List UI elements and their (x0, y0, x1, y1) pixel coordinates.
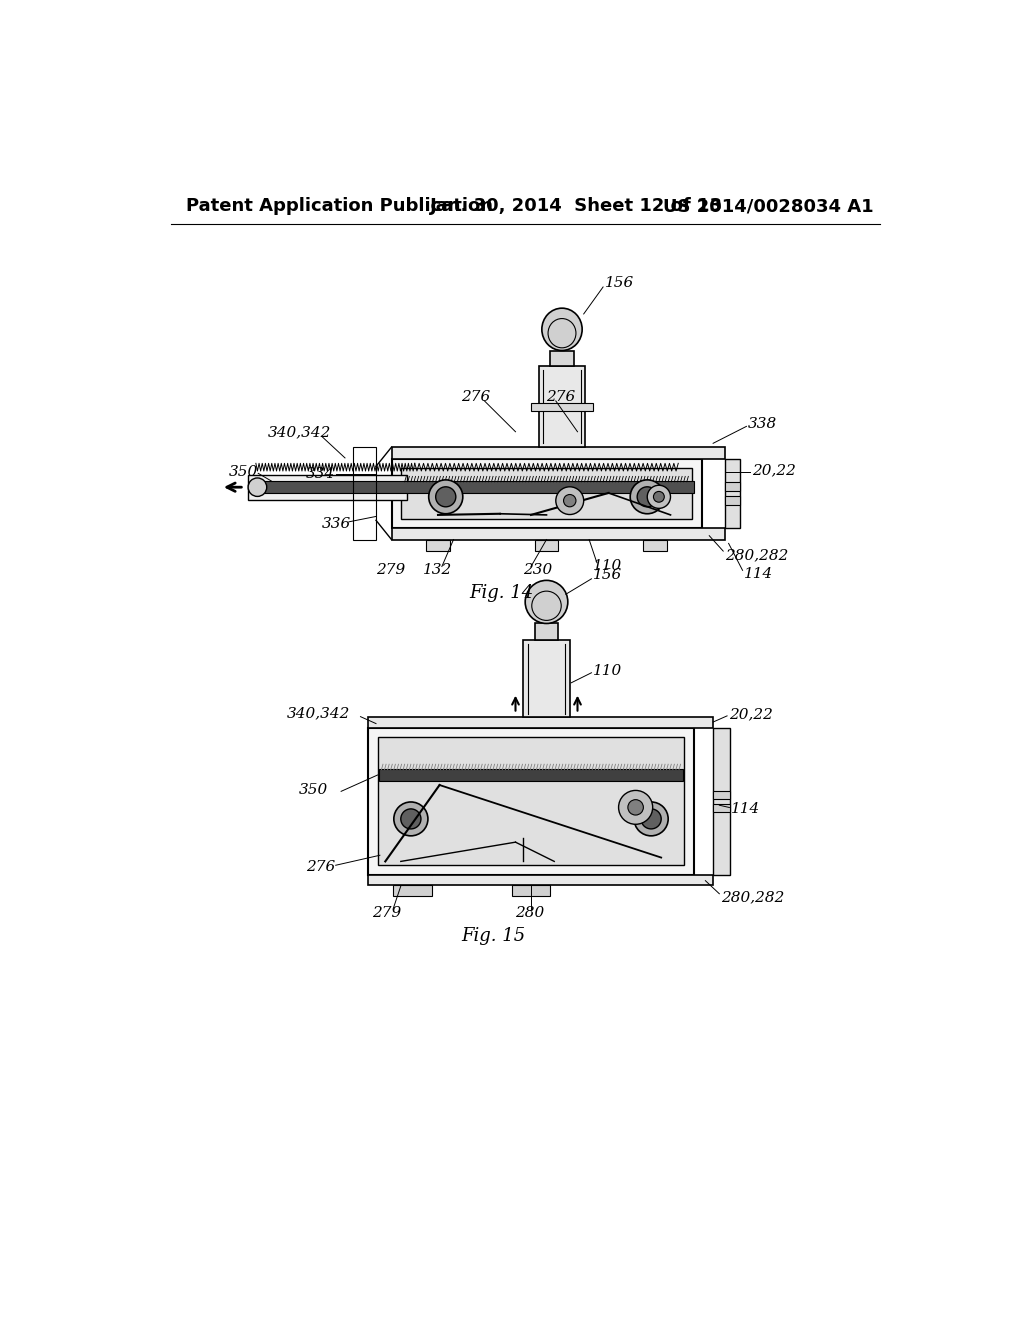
Bar (426, 540, 450, 552)
Bar (512, 886, 550, 896)
Bar (713, 791, 730, 799)
Circle shape (248, 478, 266, 496)
Text: 340,342: 340,342 (287, 706, 350, 719)
Circle shape (653, 491, 665, 502)
Text: 156: 156 (604, 276, 634, 290)
Circle shape (634, 803, 669, 836)
Bar (539, 367, 586, 447)
Bar (400, 469, 692, 519)
Bar (378, 738, 684, 866)
Text: Fig. 15: Fig. 15 (461, 927, 525, 945)
Bar (713, 804, 730, 812)
Ellipse shape (525, 581, 568, 623)
Text: 132: 132 (423, 564, 452, 577)
Circle shape (647, 486, 671, 508)
Bar (369, 729, 693, 875)
Ellipse shape (542, 308, 583, 351)
Text: 276: 276 (547, 391, 575, 404)
Bar (725, 496, 740, 506)
Bar (369, 875, 713, 886)
Circle shape (394, 803, 428, 836)
Text: 230: 230 (523, 564, 553, 577)
Text: 276: 276 (306, 859, 336, 874)
Circle shape (429, 480, 463, 513)
Bar (391, 459, 701, 528)
Bar (352, 447, 376, 540)
Text: Patent Application Publication: Patent Application Publication (186, 197, 494, 215)
Bar (643, 540, 667, 552)
Circle shape (628, 800, 643, 814)
Bar (391, 447, 725, 459)
Text: 156: 156 (593, 568, 623, 582)
Text: Fig. 14: Fig. 14 (469, 585, 534, 602)
Text: 20,22: 20,22 (752, 463, 796, 478)
Text: 280,282: 280,282 (721, 891, 784, 904)
Circle shape (400, 809, 421, 829)
Text: US 2014/0028034 A1: US 2014/0028034 A1 (663, 197, 873, 215)
Circle shape (637, 487, 657, 507)
Text: 336: 336 (322, 517, 351, 531)
Circle shape (563, 495, 575, 507)
Text: 340,342: 340,342 (267, 425, 331, 440)
Text: 114: 114 (731, 803, 760, 816)
Circle shape (435, 487, 456, 507)
Text: 350: 350 (299, 783, 328, 797)
Bar (725, 459, 740, 528)
Bar (535, 540, 558, 552)
Bar (379, 768, 683, 781)
Circle shape (641, 809, 662, 829)
Bar (523, 640, 569, 718)
Bar (393, 886, 432, 896)
Text: 114: 114 (744, 568, 773, 581)
Text: 279: 279 (372, 906, 401, 920)
Bar (531, 403, 593, 411)
Text: 350: 350 (228, 465, 258, 479)
Text: 110: 110 (593, 664, 623, 678)
Bar (725, 482, 740, 491)
Bar (713, 729, 730, 875)
Bar (252, 480, 693, 494)
Bar (535, 623, 558, 640)
Text: 279: 279 (376, 564, 406, 577)
Bar (248, 475, 407, 499)
Text: 338: 338 (748, 417, 777, 432)
Text: 280,282: 280,282 (725, 548, 788, 562)
Text: 110: 110 (593, 560, 623, 573)
Bar (391, 528, 725, 540)
Text: 20,22: 20,22 (729, 708, 772, 721)
Bar (550, 351, 573, 367)
Circle shape (630, 480, 665, 513)
Circle shape (556, 487, 584, 515)
Circle shape (618, 791, 652, 824)
Text: 334: 334 (306, 467, 336, 480)
Bar (369, 718, 713, 729)
Text: 280: 280 (515, 906, 545, 920)
Text: 276: 276 (461, 391, 490, 404)
Text: Jan. 30, 2014  Sheet 12 of 13: Jan. 30, 2014 Sheet 12 of 13 (430, 197, 723, 215)
